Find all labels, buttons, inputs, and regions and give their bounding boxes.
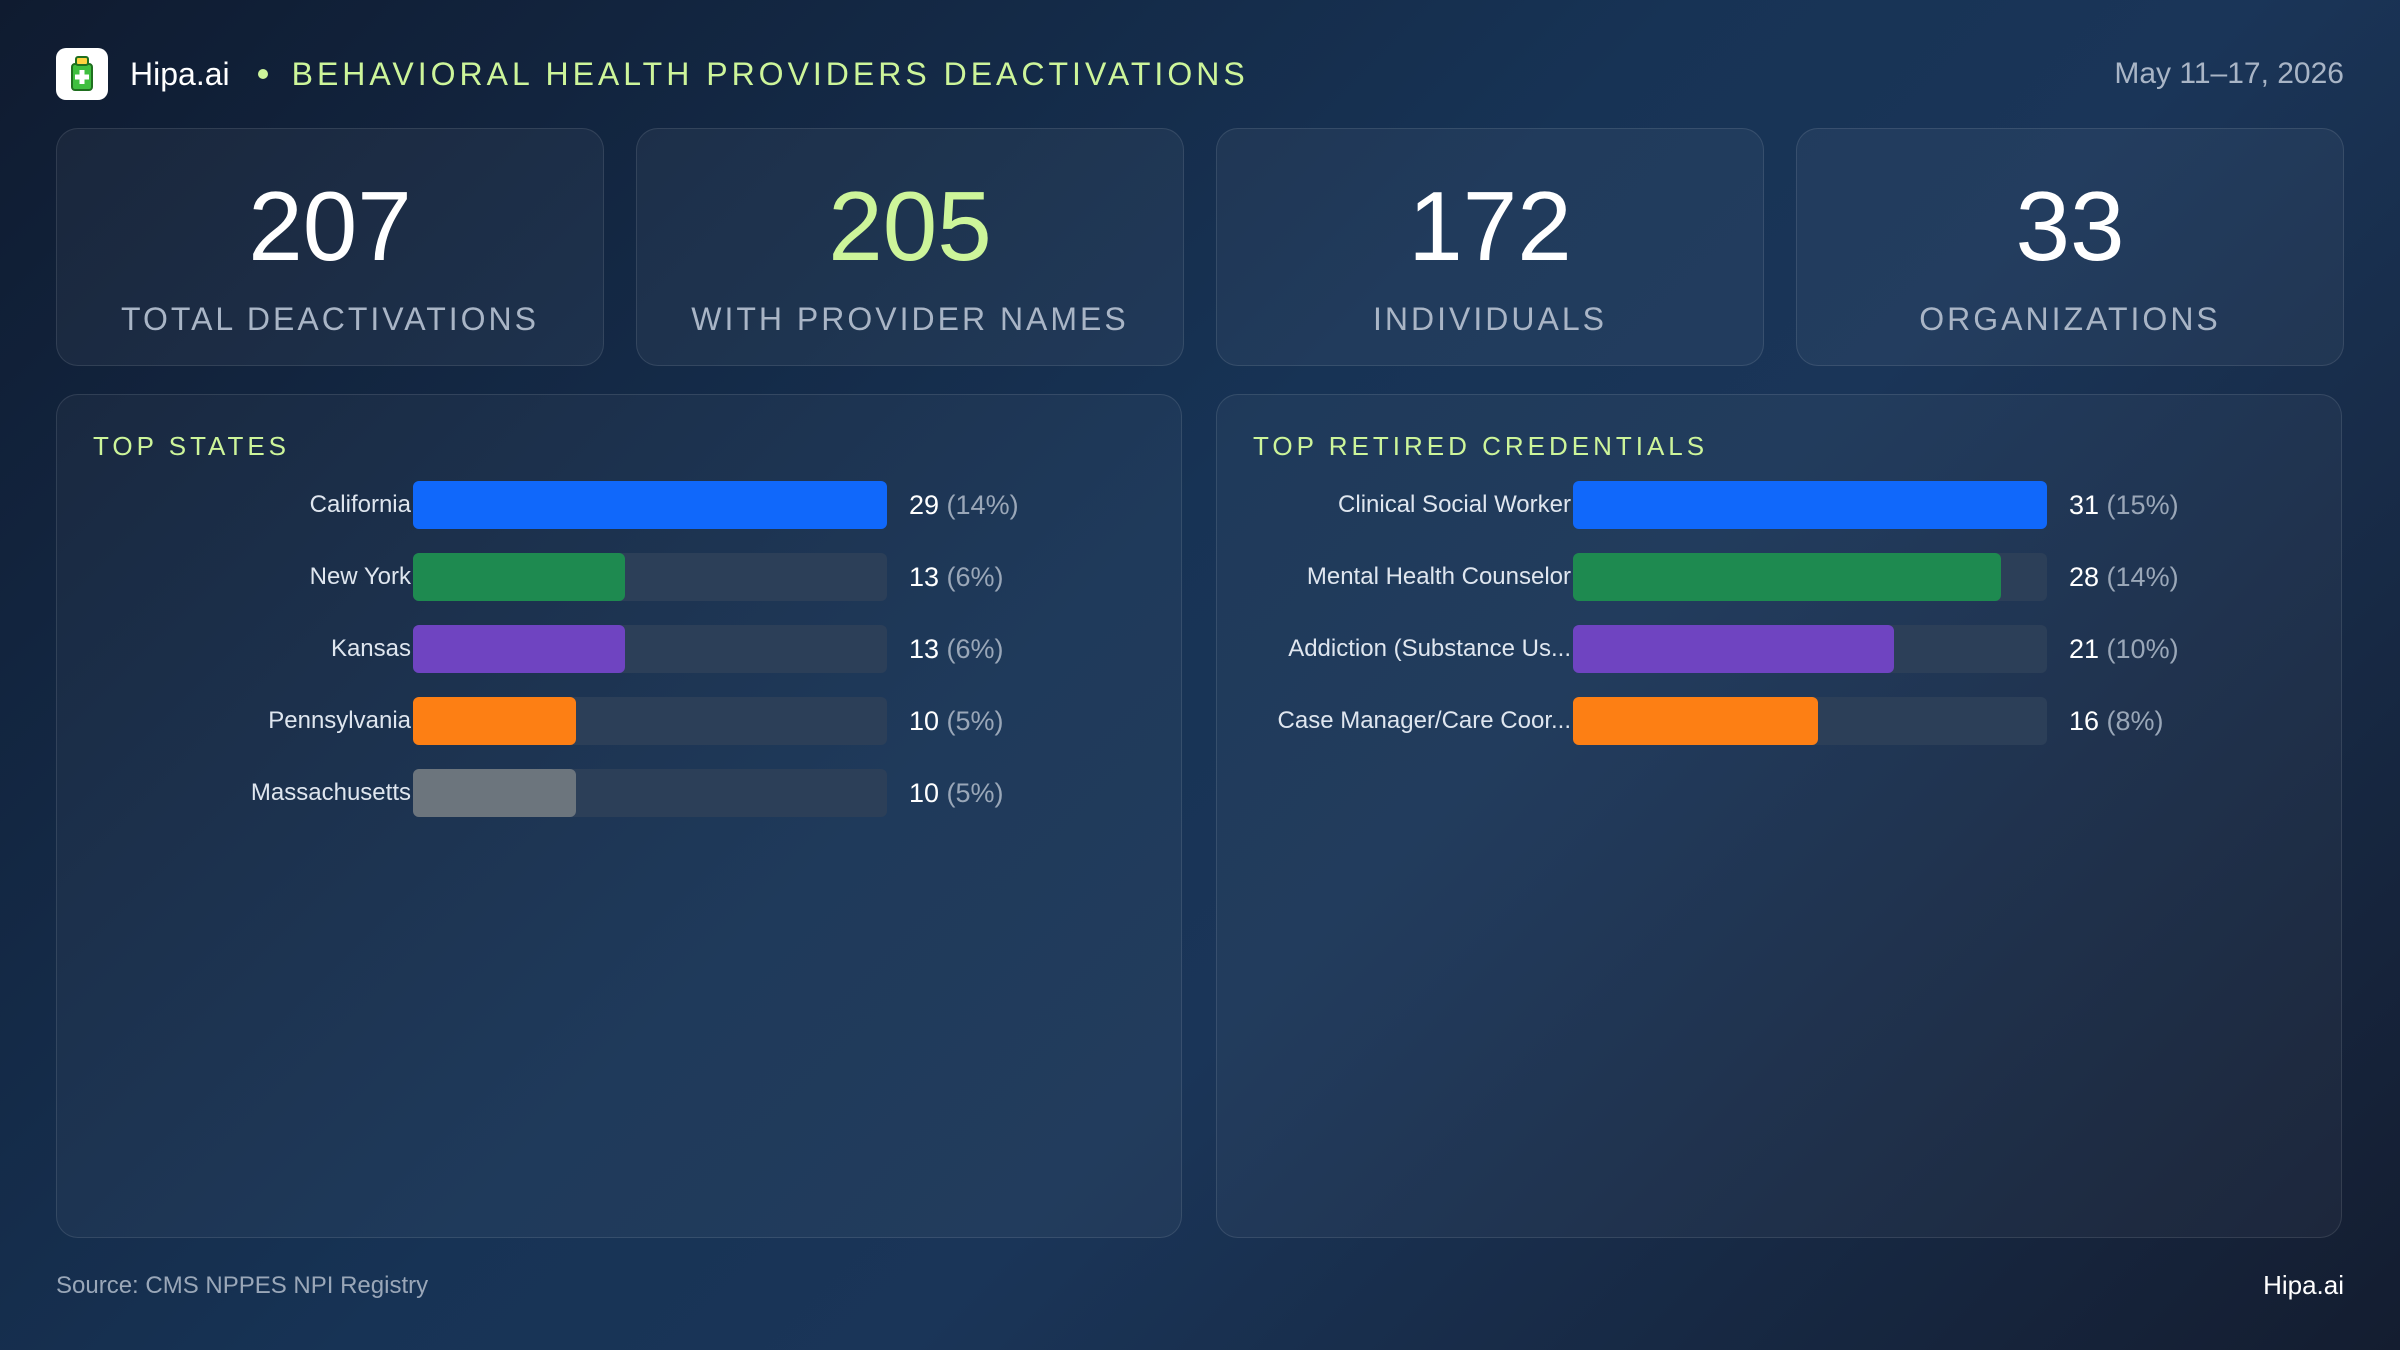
bar (1573, 697, 1818, 745)
bar-category-label: California (309, 491, 411, 518)
brand-logo-icon (56, 48, 108, 100)
page-title: BEHAVIORAL HEALTH PROVIDERS DEACTIVATION… (291, 55, 1249, 92)
bar (1573, 553, 2002, 601)
bar-percent: (10%) (2106, 634, 2179, 664)
bar-percent: (6%) (946, 562, 1004, 592)
bar (413, 697, 577, 745)
kpi-value: 205 (828, 171, 992, 281)
kpi-value: 207 (248, 171, 412, 281)
footer-brand: Hipa.ai (2263, 1270, 2344, 1300)
bar-count: 13 (909, 634, 947, 664)
bar (413, 481, 887, 529)
bar-category-label: Massachusetts (250, 779, 411, 806)
kpi-value: 172 (1408, 171, 1572, 281)
bar-track (413, 769, 887, 817)
bar-percent: (15%) (2106, 490, 2179, 520)
bar (413, 769, 577, 817)
bar (1573, 625, 1895, 673)
bar-count: 10 (909, 778, 947, 808)
bar (1573, 481, 2047, 529)
bar-value-label: 10 (5%) (909, 697, 1004, 745)
date-range: May 11–17, 2026 (2114, 57, 2344, 90)
bar-value-label: 28 (14%) (2069, 553, 2179, 601)
bar-track (413, 625, 887, 673)
bar-percent: (8%) (2106, 706, 2164, 736)
bar-percent: (5%) (946, 706, 1004, 736)
bar-track (413, 697, 887, 745)
kpi-label: INDIVIDUALS (1373, 301, 1607, 337)
bar-count: 13 (909, 562, 947, 592)
bar-track (413, 553, 887, 601)
kpi-label: WITH PROVIDER NAMES (691, 301, 1129, 337)
panel-title: TOP RETIRED CREDENTIALS (1253, 431, 1709, 461)
bar-track (1573, 481, 2047, 529)
bar-value-label: 16 (8%) (2069, 697, 2164, 745)
bar-percent: (14%) (2106, 562, 2179, 592)
kpi-cards: 207 TOTAL DEACTIVATIONS 205 WITH PROVIDE… (56, 128, 2344, 366)
kpi-value: 33 (2015, 171, 2125, 281)
bar-value-label: 29 (14%) (909, 481, 1019, 529)
bar-count: 31 (2069, 490, 2107, 520)
bar-count: 29 (909, 490, 947, 520)
kpi-card-total-deactivations: 207 TOTAL DEACTIVATIONS (56, 128, 604, 366)
bar-category-label: Mental Health Counselor (1306, 563, 1571, 590)
bar-count: 28 (2069, 562, 2107, 592)
bar-track (1573, 553, 2047, 601)
kpi-card-with-provider-names: 205 WITH PROVIDER NAMES (636, 128, 1184, 366)
bar-category-label: Clinical Social Worker (1338, 491, 1571, 518)
bar-category-label: Case Manager/Care Coor... (1277, 707, 1571, 734)
kpi-label: ORGANIZATIONS (1919, 301, 2221, 337)
bar-percent: (14%) (946, 490, 1019, 520)
bar (413, 553, 626, 601)
panel-title: TOP STATES (93, 431, 291, 461)
bar-category-label: New York (309, 563, 411, 590)
kpi-card-organizations: 33 ORGANIZATIONS (1796, 128, 2344, 366)
bar-track (1573, 697, 2047, 745)
bar-value-label: 13 (6%) (909, 625, 1004, 673)
bar-track (413, 481, 887, 529)
bar-track (1573, 625, 2047, 673)
bar (413, 625, 626, 673)
bar-value-label: 21 (10%) (2069, 625, 2179, 673)
brand-name: Hipa.ai (130, 55, 230, 92)
bar-count: 16 (2069, 706, 2107, 736)
top-states-panel: TOP STATES California 29 (14%) New York 13 … (56, 394, 1182, 1238)
bar-category-label: Pennsylvania (268, 707, 411, 734)
header: Hipa.ai BEHAVIORAL HEALTH PROVIDERS DEAC… (56, 48, 2344, 100)
bar-category-label: Addiction (Substance Us... (1288, 635, 1571, 662)
bar-category-label: Kansas (330, 635, 411, 662)
bar-percent: (5%) (946, 778, 1004, 808)
bar-value-label: 13 (6%) (909, 553, 1004, 601)
bar-count: 10 (909, 706, 947, 736)
bar-count: 21 (2069, 634, 2107, 664)
bar-value-label: 31 (15%) (2069, 481, 2179, 529)
bar-percent: (6%) (946, 634, 1004, 664)
title-separator-dot (257, 69, 268, 79)
kpi-label: TOTAL DEACTIVATIONS (121, 301, 539, 337)
top-credentials-panel: TOP RETIRED CREDENTIALS Clinical Social … (1216, 394, 2342, 1238)
kpi-card-individuals: 172 INDIVIDUALS (1216, 128, 1764, 366)
source-note: Source: CMS NPPES NPI Registry (56, 1272, 429, 1299)
bar-value-label: 10 (5%) (909, 769, 1004, 817)
